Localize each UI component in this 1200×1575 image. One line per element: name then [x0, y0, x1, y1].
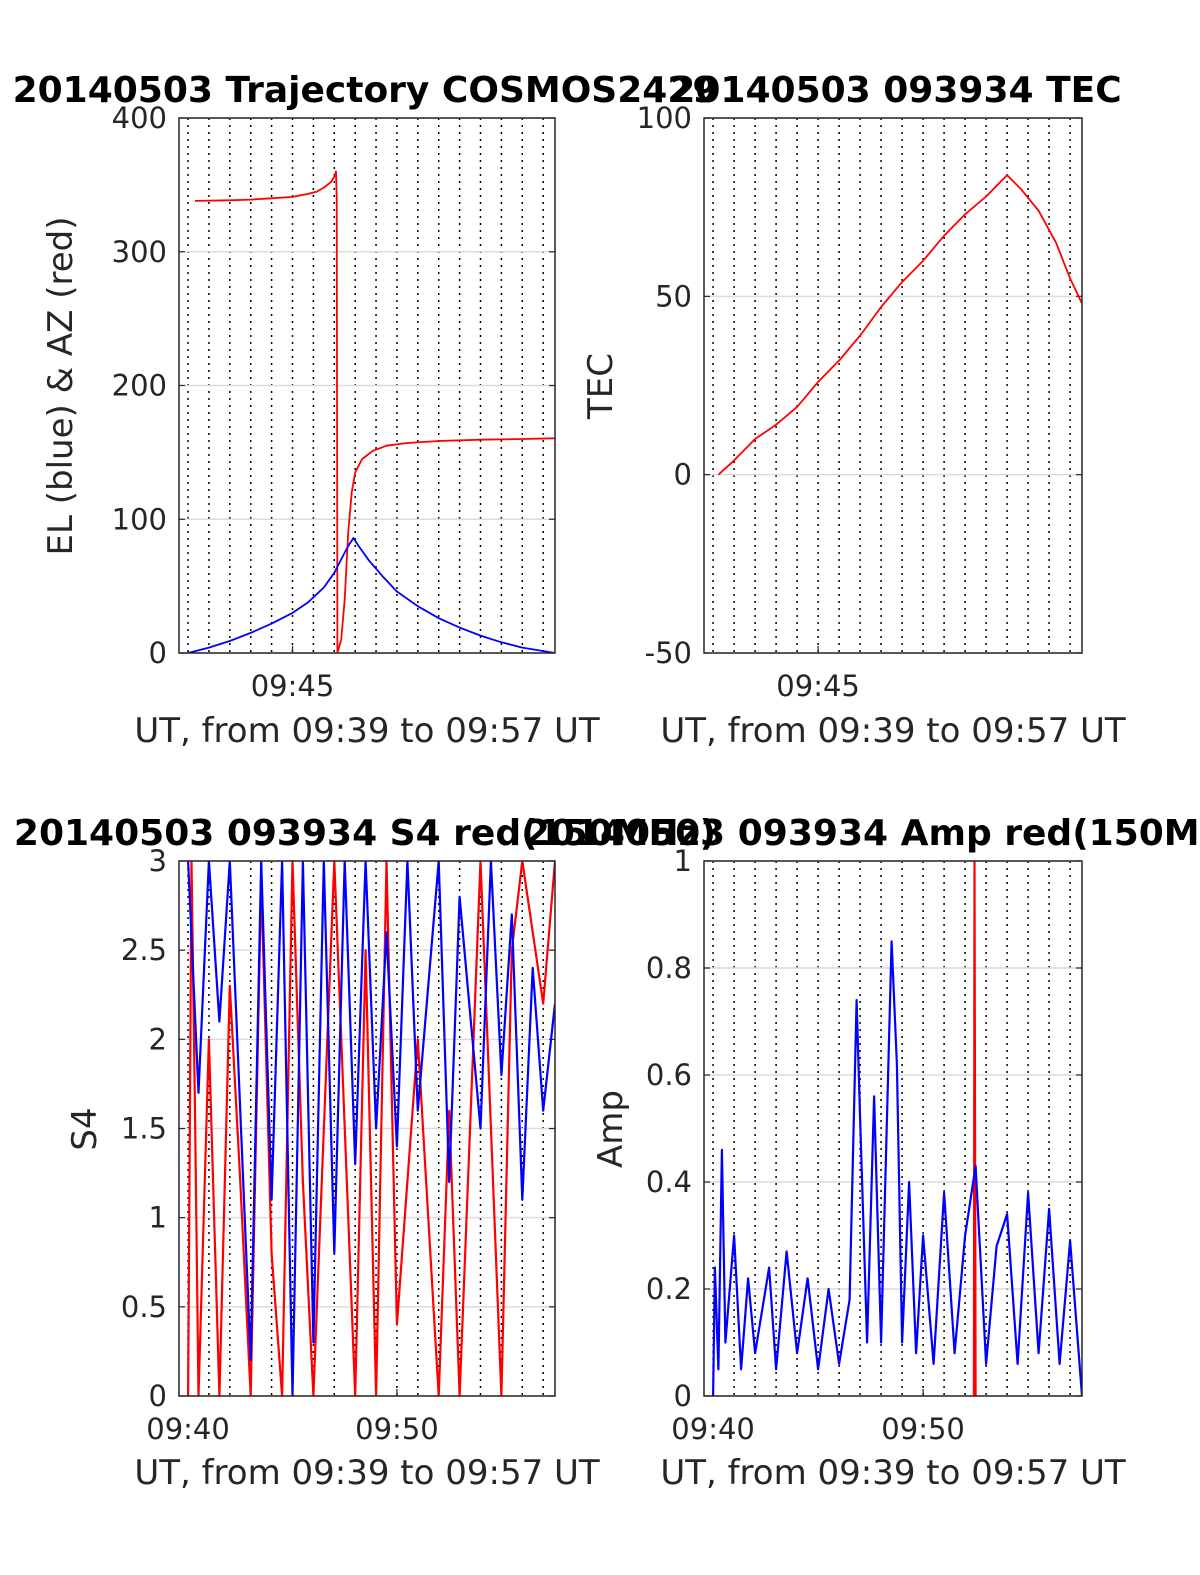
axes-box — [178, 117, 556, 654]
axes-box — [703, 860, 1083, 1397]
axes-box — [178, 860, 556, 1397]
y-tick-label: 0.4 — [646, 1165, 692, 1199]
x-axis-label: UT, from 09:39 to 09:57 UT — [134, 711, 600, 751]
chart-panel-1: 0 100 200 300 400 09:45 20140503 Trajectory CO… — [13, 70, 718, 751]
series-line-2 — [187, 537, 555, 653]
y-axis-label: TEC — [581, 353, 621, 420]
y-tick-label: 2.5 — [121, 933, 167, 967]
series-line-1 — [717, 174, 1082, 476]
x-axis-label: UT, from 09:39 to 09:57 UT — [134, 1453, 600, 1493]
chart-title: 20140503 093934 S4 red(150MHz) — [14, 813, 716, 854]
y-tick-label: 2 — [149, 1022, 167, 1056]
plot-area — [704, 118, 1082, 653]
series-line-1 — [972, 861, 977, 1396]
x-axis-label: UT, from 09:39 to 09:57 UT — [660, 711, 1126, 751]
y-tick-label: 0 — [674, 1379, 692, 1413]
y-tick-label: 1 — [674, 844, 692, 878]
y-tick-label: 100 — [637, 101, 692, 135]
y-tick-label: 0.6 — [646, 1058, 692, 1092]
chart-title: 20140503 093934 Amp red(150MHz) — [525, 813, 1200, 854]
y-tick-label: 0 — [674, 458, 692, 492]
y-tick-label: 50 — [655, 279, 692, 313]
chart-title: 20140503 Trajectory COSMOS2429 — [13, 70, 718, 111]
x-tick-label: 09:45 — [776, 669, 860, 703]
y-tick-label: 0.5 — [121, 1290, 167, 1324]
y-axis-label: Amp — [591, 1090, 631, 1168]
y-tick-label: 1.5 — [121, 1112, 167, 1146]
y-tick-label: 100 — [112, 502, 167, 536]
series-line-2 — [187, 861, 555, 1396]
axes-box — [703, 117, 1083, 654]
chart-panel-3: 0 0.5 1 1.5 2 2.5 3 09:40 09:50 20140503 093934 S… — [14, 813, 716, 1493]
y-tick-label: 0 — [149, 636, 167, 670]
x-tick-label: 09:50 — [355, 1412, 439, 1446]
y-tick-label: 200 — [112, 369, 167, 403]
x-tick-label: 09:40 — [671, 1412, 755, 1446]
y-tick-label: 0.2 — [646, 1272, 692, 1306]
y-tick-label: 300 — [112, 235, 167, 269]
y-tick-label: 3 — [149, 844, 167, 878]
x-axis-label: UT, from 09:39 to 09:57 UT — [660, 1453, 1126, 1493]
y-tick-label: 1 — [149, 1201, 167, 1235]
y-axis-label: EL (blue) & AZ (red) — [41, 216, 81, 555]
x-tick-label: 09:50 — [881, 1412, 965, 1446]
x-tick-label: 09:45 — [251, 669, 335, 703]
x-tick-label: 09:40 — [146, 1412, 230, 1446]
series-line-2 — [712, 940, 1082, 1396]
y-tick-label: -50 — [645, 636, 692, 670]
y-tick-label: 0 — [149, 1379, 167, 1413]
chart-panel-2: -50 0 50 100 09:45 20140503 093934 TEC UT, fro… — [581, 70, 1126, 751]
y-tick-label: 0.8 — [646, 951, 692, 985]
y-axis-label: S4 — [65, 1107, 105, 1150]
y-tick-label: 400 — [112, 101, 167, 135]
chart-panel-4: 0 0.2 0.4 0.6 0.8 1 09:40 09:50 20140503 093934 … — [525, 813, 1200, 1493]
chart-title: 20140503 093934 TEC — [670, 70, 1121, 111]
series-line-1 — [194, 170, 555, 653]
